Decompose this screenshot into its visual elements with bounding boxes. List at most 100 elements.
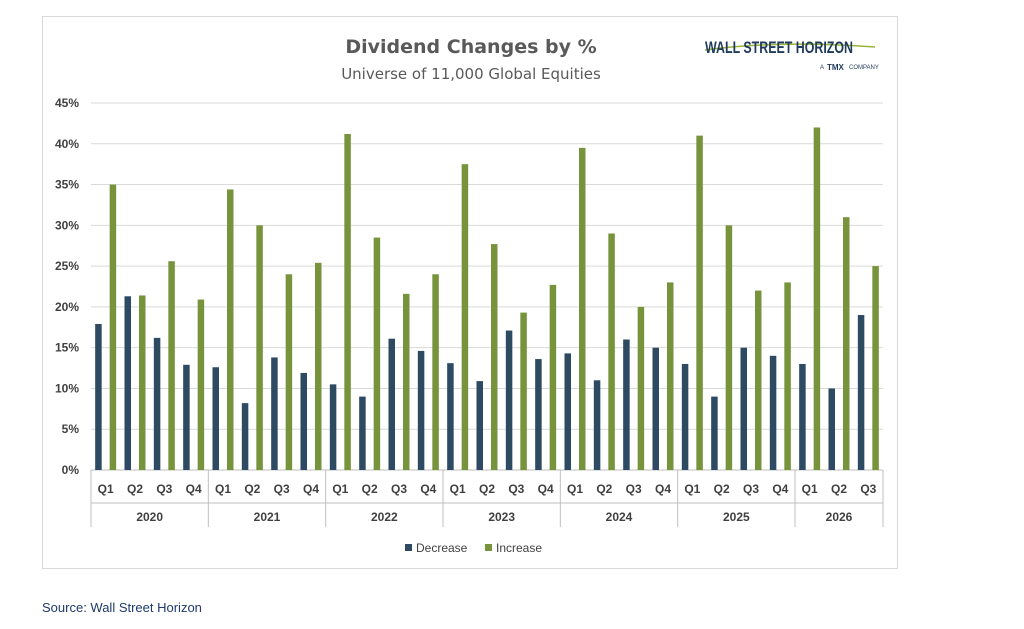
y-tick-label: 35% xyxy=(55,178,79,192)
x-tick-label: Q3 xyxy=(743,482,759,496)
x-tick-label: Q2 xyxy=(831,482,847,496)
bar-increase xyxy=(168,261,175,470)
legend: Decrease Increase xyxy=(405,541,542,555)
bar-decrease xyxy=(652,347,659,470)
bar-decrease xyxy=(799,363,806,470)
y-tick-label: 20% xyxy=(55,300,79,314)
gridlines xyxy=(91,102,883,471)
y-tick-label: 40% xyxy=(55,137,79,151)
bar-increase xyxy=(755,290,762,470)
bars xyxy=(95,127,879,471)
x-group-label: 2026 xyxy=(826,510,853,524)
bar-increase xyxy=(813,127,821,470)
bar-increase xyxy=(256,225,263,470)
x-group-label: 2024 xyxy=(606,510,633,524)
bar-decrease xyxy=(828,388,835,470)
bar-decrease xyxy=(857,315,865,470)
x-tick-label: Q1 xyxy=(567,482,583,496)
logo-wordmark: WALL STREET HORIZON xyxy=(705,38,853,57)
x-tick-label: Q3 xyxy=(156,482,172,496)
legend-swatch xyxy=(405,544,412,551)
bar-increase xyxy=(461,164,469,470)
x-group-label: 2021 xyxy=(254,510,281,524)
x-tick-label: Q1 xyxy=(98,482,114,496)
bar-decrease xyxy=(153,337,161,470)
bar-increase xyxy=(549,284,557,470)
y-tick-label: 15% xyxy=(55,341,79,355)
bar-increase xyxy=(109,184,117,471)
bar-decrease xyxy=(183,364,190,470)
bar-increase xyxy=(432,274,439,470)
chart-svg: Dividend Changes by % Universe of 11,000… xyxy=(55,36,884,555)
bar-decrease xyxy=(535,359,542,470)
bar-increase xyxy=(373,237,381,470)
bar-increase xyxy=(579,147,586,470)
bar-decrease xyxy=(271,357,278,470)
x-tick-label: Q3 xyxy=(391,482,407,496)
x-tick-label: Q3 xyxy=(860,482,876,496)
y-tick-label: 5% xyxy=(62,422,80,436)
bar-decrease xyxy=(300,372,307,470)
x-group-label: 2023 xyxy=(488,510,515,524)
x-tick-label: Q1 xyxy=(802,482,818,496)
x-tick-label: Q4 xyxy=(655,482,671,496)
y-tick-label: 25% xyxy=(55,259,79,273)
y-tick-label: 10% xyxy=(55,381,79,395)
bar-increase xyxy=(285,274,293,470)
bar-increase xyxy=(520,312,527,470)
x-tick-label: Q4 xyxy=(186,482,202,496)
x-tick-label: Q4 xyxy=(538,482,554,496)
bar-increase xyxy=(197,299,205,470)
bar-increase xyxy=(784,282,791,470)
chart-subtitle: Universe of 11,000 Global Equities xyxy=(341,65,601,83)
bar-increase xyxy=(725,225,733,470)
x-tick-label: Q2 xyxy=(714,482,730,496)
x-tick-label: Q3 xyxy=(508,482,524,496)
bar-decrease xyxy=(388,338,395,470)
bar-decrease xyxy=(95,324,102,470)
bar-increase xyxy=(843,217,850,470)
chart-title: Dividend Changes by % xyxy=(345,36,596,58)
bar-decrease xyxy=(417,350,425,470)
x-tick-label: Q4 xyxy=(772,482,788,496)
bar-decrease xyxy=(447,363,454,470)
x-tick-label: Q3 xyxy=(626,482,642,496)
legend-swatch xyxy=(485,544,492,551)
logo-swoosh-icon xyxy=(704,43,876,51)
x-axis: Q1 Q2 Q3 Q4 2020 Q1 Q2 Q3 Q4 2021 Q1 Q2 Q3 Q4 2022 Q1 Q2… xyxy=(90,470,884,527)
x-tick-label: Q2 xyxy=(362,482,378,496)
x-tick-label: Q1 xyxy=(332,482,348,496)
bar-decrease xyxy=(212,367,219,470)
x-tick-label: Q1 xyxy=(684,482,700,496)
x-tick-label: Q1 xyxy=(215,482,231,496)
bar-decrease xyxy=(623,339,630,470)
x-tick-label: Q4 xyxy=(303,482,319,496)
bar-decrease xyxy=(711,396,718,470)
bar-decrease xyxy=(241,403,249,470)
bar-increase xyxy=(608,233,615,470)
legend-label: Decrease xyxy=(416,541,468,555)
x-group-label: 2025 xyxy=(723,510,750,524)
x-tick-label: Q3 xyxy=(274,482,290,496)
x-group-label: 2022 xyxy=(371,510,398,524)
bar-decrease xyxy=(476,381,483,470)
chart-frame: Dividend Changes by % Universe of 11,000… xyxy=(42,16,898,569)
bar-increase xyxy=(667,282,674,470)
bar-increase xyxy=(227,189,234,470)
logo-tagline-suffix: COMPANY xyxy=(849,65,879,71)
y-tick-label: 0% xyxy=(62,463,80,477)
x-tick-label: Q2 xyxy=(479,482,495,496)
bar-increase xyxy=(696,135,703,470)
bar-decrease xyxy=(564,353,571,470)
x-tick-label: Q1 xyxy=(450,482,466,496)
bar-increase xyxy=(491,244,498,470)
legend-label: Increase xyxy=(496,541,542,555)
bar-decrease xyxy=(740,347,747,470)
source-note: Source: Wall Street Horizon xyxy=(42,600,202,615)
x-tick-label: Q4 xyxy=(420,482,436,496)
bar-decrease xyxy=(769,355,777,470)
bar-decrease xyxy=(359,396,366,470)
bar-increase xyxy=(403,293,410,470)
bar-increase xyxy=(315,262,322,470)
bar-decrease xyxy=(593,380,601,470)
